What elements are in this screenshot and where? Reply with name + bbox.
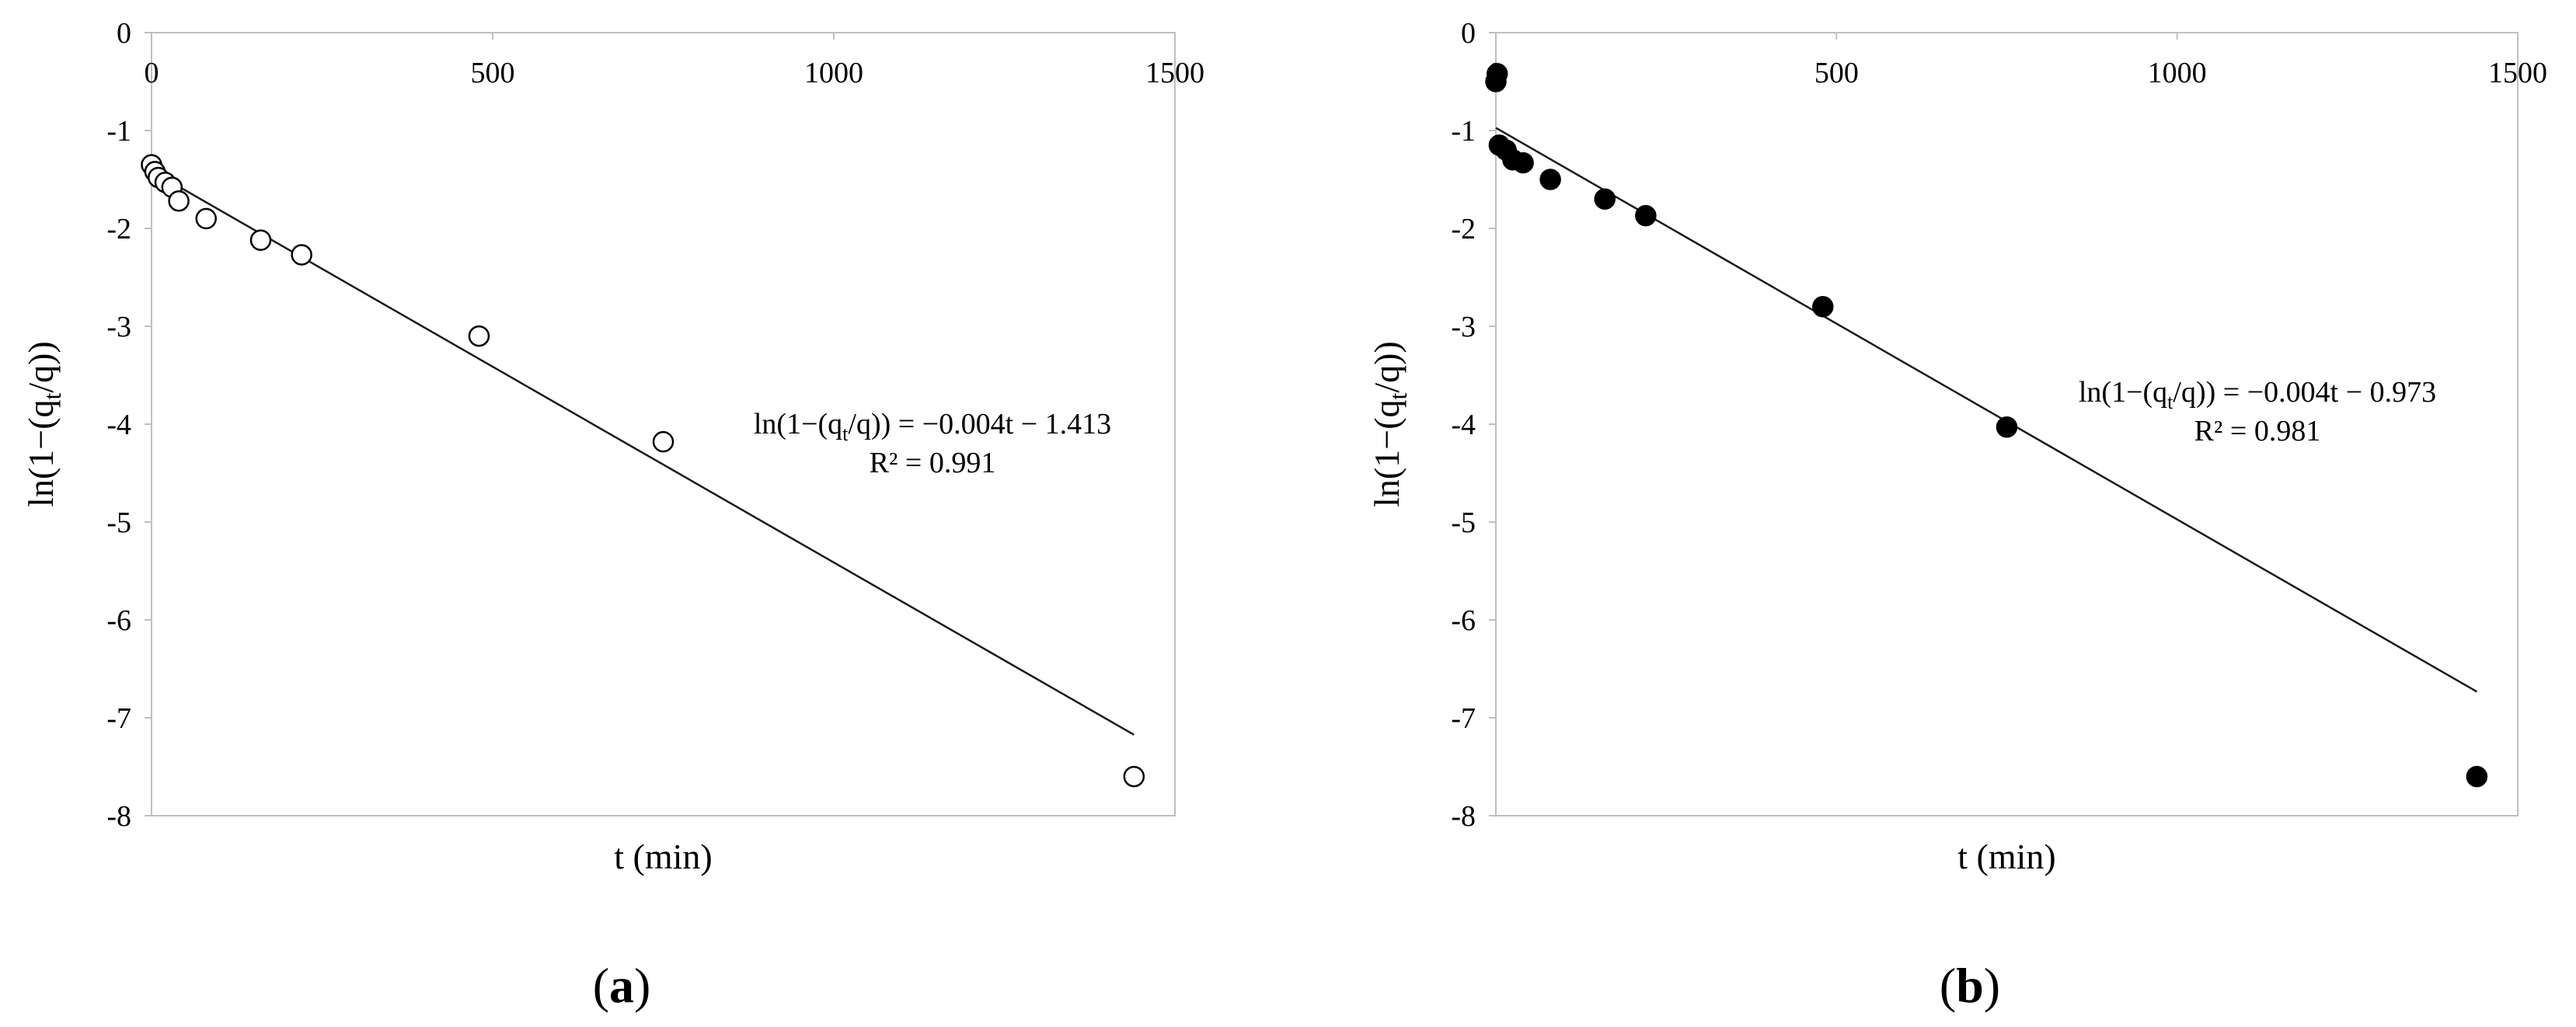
x-tick-label: 0 bbox=[145, 57, 159, 89]
trendline-equation: ln(1−(qt/q)) = −0.004t − 0.973 bbox=[2079, 376, 2436, 413]
panel-label: (a) bbox=[593, 958, 651, 1013]
y-tick-label: -2 bbox=[106, 213, 131, 245]
r-squared-label: R² = 0.991 bbox=[870, 447, 996, 479]
data-point bbox=[1123, 765, 1145, 788]
y-tick-label: -5 bbox=[106, 507, 131, 539]
x-tick-label: 500 bbox=[1814, 57, 1859, 89]
y-tick-label: -4 bbox=[1451, 409, 1476, 441]
data-point bbox=[1487, 63, 1508, 85]
y-tick-label: -6 bbox=[1451, 604, 1476, 637]
y-axis-title: ln(1−(qt/q)) bbox=[21, 341, 66, 507]
x-tick-label: 500 bbox=[471, 57, 515, 89]
trendline-equation: ln(1−(qt/q)) = −0.004t − 1.413 bbox=[754, 408, 1111, 445]
data-point bbox=[1996, 416, 2018, 438]
y-tick-label: -8 bbox=[1451, 800, 1476, 833]
y-tick-label: -2 bbox=[1451, 213, 1476, 245]
y-axis-title: ln(1−(qt/q)) bbox=[1367, 341, 1412, 507]
data-point bbox=[168, 190, 190, 212]
data-point bbox=[652, 430, 675, 453]
data-point bbox=[1512, 151, 1534, 174]
y-tick-label: -1 bbox=[1451, 115, 1476, 148]
x-axis-title: t (min) bbox=[614, 837, 712, 876]
x-tick-label: 1500 bbox=[1145, 57, 1204, 89]
data-point bbox=[195, 207, 217, 230]
y-tick-label: -5 bbox=[1451, 507, 1476, 539]
y-tick-label: -7 bbox=[1451, 702, 1476, 735]
data-point bbox=[2466, 765, 2488, 788]
y-tick-label: -3 bbox=[1451, 311, 1476, 343]
y-tick-label: -8 bbox=[106, 800, 131, 833]
trendline bbox=[151, 169, 1135, 736]
chart-panel-b: 0500100015000-1-2-3-4-5-6-7-8ln(1−(qt/q)… bbox=[1367, 17, 2547, 1013]
data-point bbox=[1594, 188, 1616, 210]
r-squared-label: R² = 0.981 bbox=[2194, 415, 2321, 447]
y-tick-label: 0 bbox=[117, 17, 131, 50]
data-point bbox=[1635, 204, 1657, 227]
trendline bbox=[1495, 127, 2478, 693]
panel-label: (b) bbox=[1940, 958, 2000, 1013]
data-point bbox=[1539, 169, 1561, 190]
y-tick-label: -7 bbox=[106, 702, 131, 735]
y-tick-label: -6 bbox=[106, 604, 131, 637]
x-tick-label: 1000 bbox=[2148, 57, 2207, 89]
x-tick-label: 1000 bbox=[804, 57, 863, 89]
y-tick-label: -4 bbox=[106, 409, 131, 441]
chart-panel-a: 0 500 1000 1500 0 -1 -2 -3 -4 -5 -6 -7 -8 ln(1−(qt/q)… bbox=[21, 17, 1204, 1013]
y-tick-label: 0 bbox=[1461, 17, 1476, 50]
y-tick-label: -1 bbox=[106, 115, 131, 148]
data-point bbox=[1812, 296, 1834, 318]
data-point bbox=[468, 325, 490, 347]
data-point bbox=[249, 229, 272, 251]
data-point bbox=[291, 244, 312, 266]
y-tick-label: -3 bbox=[106, 311, 131, 343]
x-axis-title: t (min) bbox=[1957, 837, 2055, 876]
x-tick-label: 1500 bbox=[2488, 57, 2547, 89]
